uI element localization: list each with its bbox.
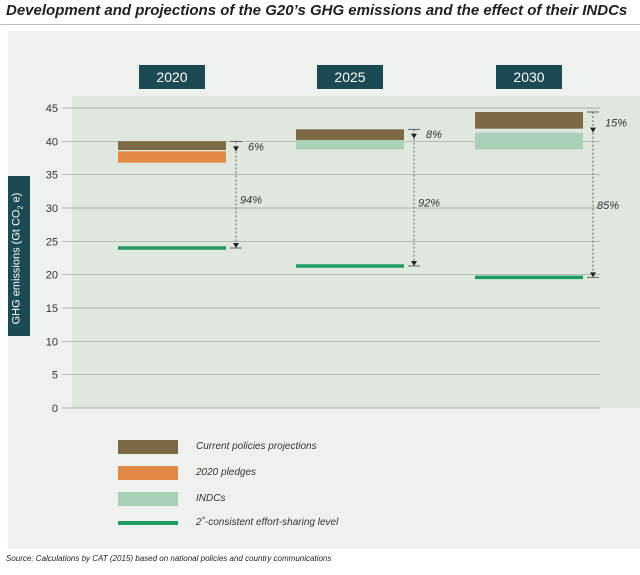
y-axis-label-box (8, 176, 30, 336)
year-label-2020: 2020 (139, 65, 205, 89)
y-tick-label-0: 0 (52, 403, 58, 415)
legend-swatch-2-degree (118, 521, 178, 525)
title-divider (0, 24, 640, 25)
legend-label-current-policies: Current policies projections (196, 441, 317, 452)
current-policies-bar-2020 (118, 141, 226, 150)
y-tick-label-25: 25 (46, 236, 58, 248)
legend-swatch-2020-pledges (118, 466, 178, 480)
gap-arrow-upper-2020 (233, 146, 239, 152)
gap-arrow-lower-2020 (233, 243, 239, 248)
legend-swatch-current-policies (118, 440, 178, 454)
source-note: Source: Calculations by CAT (2015) based… (6, 554, 332, 563)
indcs-bar-2025 (296, 138, 404, 150)
year-label-2030: 2030 (496, 65, 562, 89)
gap-label-top-2030: 15% (605, 117, 627, 129)
current-policies-bar-2030 (475, 112, 583, 129)
pledges-2020-bar-2020 (118, 151, 226, 163)
gap-arrow-upper-2025 (411, 133, 417, 139)
legend-label-2-degree: 2˚-consistent effort-sharing level (196, 517, 339, 528)
legend-swatch-indcs (118, 492, 178, 506)
y-tick-label-30: 30 (46, 203, 58, 215)
legend-label-2020-pledges: 2020 pledges (196, 467, 257, 478)
gap-arrow-lower-2030 (590, 272, 596, 278)
y-tick-label-10: 10 (46, 336, 58, 348)
chart-title: Development and projections of the G20’s… (6, 2, 628, 19)
y-tick-label-15: 15 (46, 303, 58, 315)
y-tick-label-20: 20 (46, 270, 58, 282)
gap-label-top-2025: 8% (426, 129, 442, 141)
y-tick-label-45: 45 (46, 103, 58, 115)
gap-label-bottom-2020: 94% (240, 195, 262, 207)
legend-label-indcs: INDCs (196, 493, 226, 504)
indcs-bar-2030 (475, 132, 583, 150)
gap-arrow-upper-2030 (590, 127, 596, 133)
year-label-2025: 2025 (317, 65, 383, 89)
y-tick-label-5: 5 (52, 370, 58, 382)
y-tick-label-35: 35 (46, 170, 58, 182)
gap-arrow-lower-2025 (411, 261, 417, 266)
y-tick-label-40: 40 (46, 136, 58, 148)
gap-label-bottom-2030: 85% (597, 200, 619, 212)
gap-label-bottom-2025: 92% (418, 197, 440, 209)
gap-label-top-2020: 6% (248, 141, 264, 153)
current-policies-bar-2025 (296, 129, 404, 140)
